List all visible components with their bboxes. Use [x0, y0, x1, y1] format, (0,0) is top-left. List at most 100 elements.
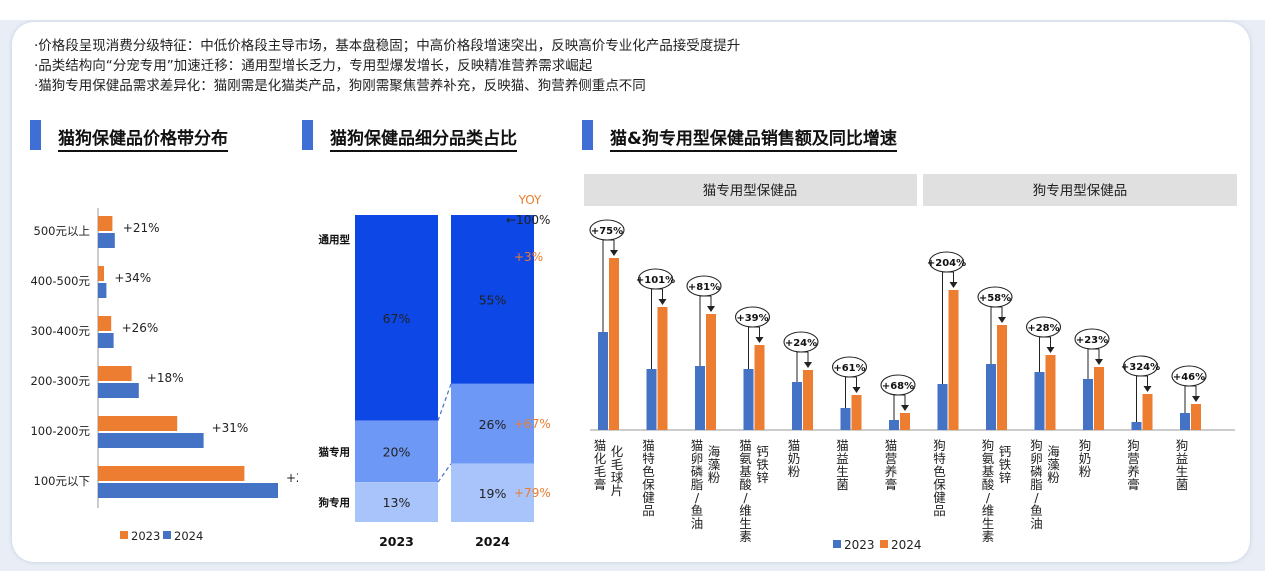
category-label-char: 益 [1176, 451, 1189, 466]
legend-swatch-2024 [880, 540, 888, 548]
top-strip [0, 0, 1265, 20]
category-label-char: 铁 [999, 457, 1012, 472]
bar-2023 [98, 466, 245, 481]
bullet-1: ·价格段呈现消费分级特征：中低价格段主导市场，基本盘稳固；中高价格段增速突出，反… [34, 38, 741, 54]
arrow-head [1046, 347, 1055, 353]
category-label-char: 保 [933, 477, 946, 492]
segment-category-label: 通用型 [319, 233, 351, 246]
category-label-char: 营 [885, 451, 898, 466]
bar-2024 [609, 258, 619, 430]
category-label-char: 卵 [691, 451, 704, 466]
bar-2023 [98, 366, 132, 381]
arrow-head [658, 299, 667, 305]
growth-label: +26% [122, 321, 159, 335]
category-label-char: 粉 [788, 464, 801, 479]
growth-label: +31% [212, 421, 249, 435]
category-label-char: 酸 [982, 477, 995, 492]
arrow-head [804, 362, 812, 368]
bar-2024 [948, 290, 959, 430]
category-label-char: 菌 [1176, 477, 1189, 492]
segment-value: 67% [383, 311, 411, 326]
category-label-char: 菌 [836, 477, 849, 492]
bar-2023 [986, 364, 996, 430]
category-label-char: 生 [739, 516, 752, 531]
bar-2024 [706, 314, 716, 430]
price-band-label: 200-300元 [30, 374, 90, 388]
category-label-char: 品 [933, 503, 946, 518]
category-label-char: 素 [982, 529, 995, 544]
bar-2023 [598, 332, 608, 430]
category-label-char: 猫 [691, 438, 704, 453]
category-label-char: 养 [885, 464, 898, 479]
category-label-char: / [743, 490, 748, 505]
category-label-char: 特 [933, 451, 946, 466]
category-label-char: 狗 [933, 438, 946, 453]
stack-segment [451, 215, 534, 384]
category-label-char: 健 [642, 490, 655, 505]
category-label-char: 毛 [594, 464, 607, 479]
category-label-char: 毛 [611, 457, 624, 472]
bar-2024 [1142, 394, 1153, 430]
category-label-char: 铁 [756, 457, 769, 472]
bar-2024 [803, 370, 813, 430]
bar-2024 [900, 413, 910, 430]
category-label-char: 养 [1127, 464, 1140, 479]
legend-label-2023: 2023 [844, 538, 875, 552]
category-label-char: 生 [982, 516, 995, 531]
category-label-char: 脂 [691, 477, 704, 492]
category-label-char: 脂 [1030, 477, 1043, 492]
category-label-char: 基 [739, 464, 752, 479]
bar-2023 [695, 366, 705, 430]
yoy-value: +67% [514, 417, 551, 431]
category-label-char: 健 [933, 490, 946, 505]
year-label: 2023 [379, 534, 414, 549]
bar-2024 [754, 345, 765, 430]
bar-2024 [98, 483, 278, 498]
legend-swatch-2023 [833, 540, 841, 548]
arrow-head [1143, 386, 1152, 392]
bar-2024 [851, 395, 862, 430]
category-label-char: 海 [708, 444, 721, 459]
category-label-char: 海 [1047, 444, 1060, 459]
category-label-char: 球 [611, 470, 624, 485]
category-label-char: 鱼 [691, 503, 704, 518]
group-header-dog [923, 174, 1237, 206]
category-label-char: 色 [933, 464, 946, 479]
arrow-head [610, 250, 618, 256]
category-label-char: 益 [836, 451, 849, 466]
category-label-char: 片 [611, 483, 624, 498]
group-header-cat [584, 174, 917, 206]
growth-label: +21% [286, 471, 298, 485]
category-label-char: 狗 [982, 438, 995, 453]
price-band-chart: 500元以上 +21% 400-500元 +34% 300-400元 +26% 200-30… [30, 208, 298, 543]
price-band-label: 400-500元 [30, 274, 90, 288]
growth-label: +46% [1173, 372, 1205, 383]
legend-label-2023: 2023 [131, 529, 160, 543]
stack-segment [355, 420, 438, 483]
category-label-char: 藻 [708, 457, 721, 472]
arrow-head [901, 405, 909, 411]
category-label-char: 锌 [756, 470, 769, 485]
category-label-char: 维 [739, 503, 752, 518]
bar-2023 [98, 416, 178, 431]
category-label-char: 粉 [1079, 464, 1092, 479]
connector-line [437, 383, 452, 421]
bar-2023 [646, 369, 657, 430]
category-label-char: 狗 [1079, 438, 1092, 453]
special-sales-title-text: 猫&狗专用型保健品销售额及同比增速 [610, 124, 897, 152]
summary-bullets: ·价格段呈现消费分级特征：中低价格段主导市场，基本盘稳固；中高价格段增速突出，反… [34, 36, 740, 96]
bar-2023 [743, 369, 754, 430]
price-band-label: 100-200元 [30, 424, 90, 438]
category-label-char: 猫 [642, 438, 655, 453]
bar-2023 [98, 266, 104, 281]
bar-2024 [98, 233, 115, 248]
growth-label: +34% [114, 271, 151, 285]
bar-2023 [792, 382, 802, 430]
price-band-label: 300-400元 [30, 324, 90, 338]
segment-category-label: 狗专用 [319, 496, 351, 509]
yoy-value: +3% [514, 250, 543, 264]
segment-value: 20% [383, 444, 411, 459]
bar-2024 [98, 283, 107, 298]
category-label-char: 色 [642, 464, 655, 479]
category-label-char: 粉 [708, 470, 721, 485]
